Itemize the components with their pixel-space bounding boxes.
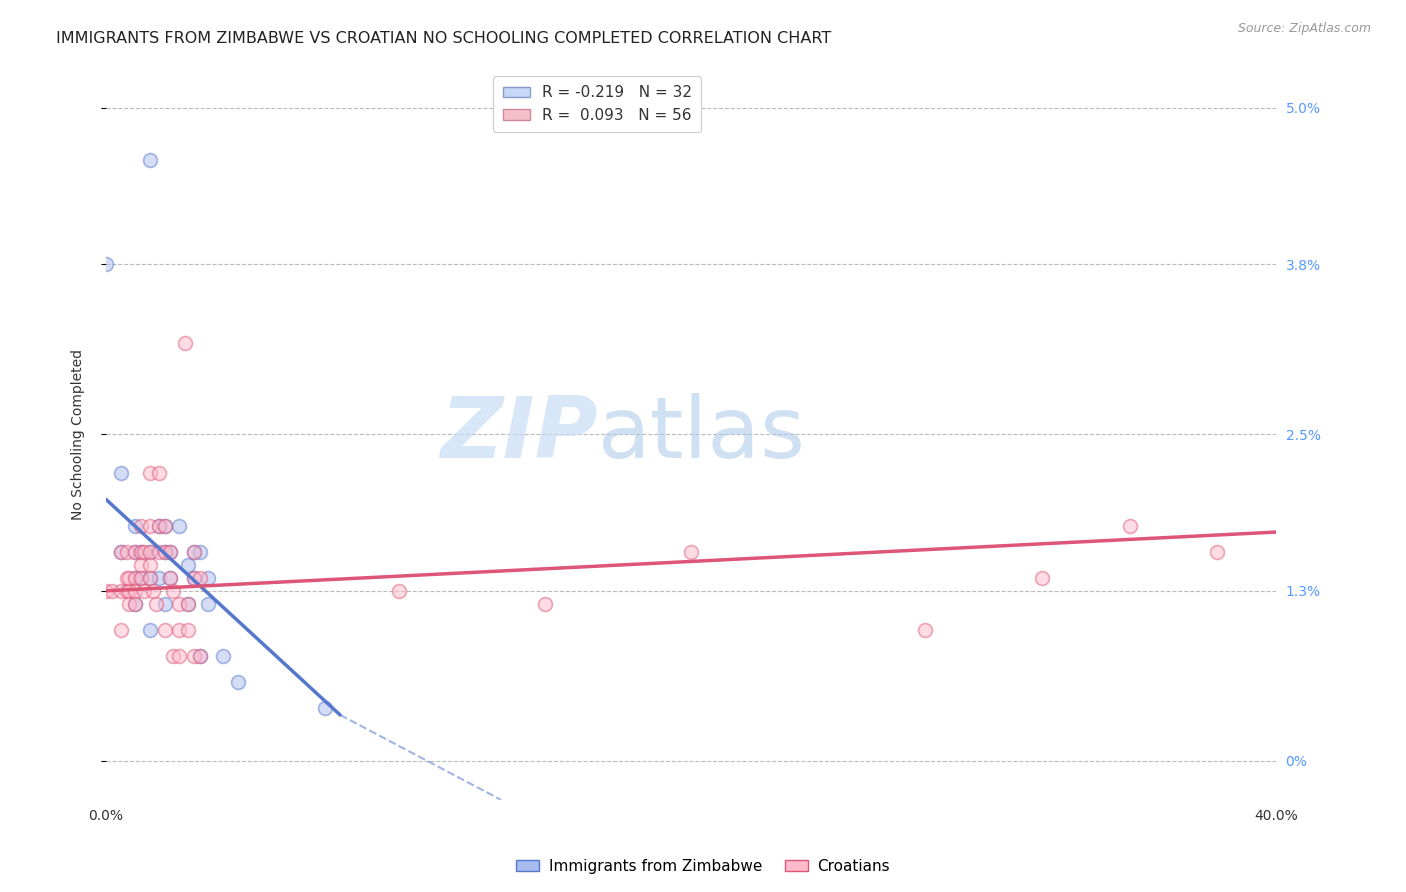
Point [914, 623, 936, 637]
Point [94, 583, 117, 598]
Point [110, 544, 132, 558]
Point [159, 571, 181, 585]
Point [148, 571, 170, 585]
Point [124, 583, 146, 598]
Point [110, 544, 132, 558]
Point [129, 544, 152, 558]
Point [110, 623, 132, 637]
Point [387, 583, 409, 598]
Point [177, 558, 200, 572]
Point [139, 571, 162, 585]
Point [124, 597, 146, 611]
Point [132, 544, 155, 558]
Text: atlas: atlas [598, 392, 806, 475]
Point [153, 518, 176, 533]
Point [188, 571, 211, 585]
Point [124, 544, 146, 558]
Point [162, 649, 184, 664]
Point [101, 583, 124, 598]
Point [159, 544, 181, 558]
Point [145, 597, 167, 611]
Point [148, 518, 170, 533]
Point [139, 518, 162, 533]
Point [124, 571, 146, 585]
Point [139, 153, 162, 167]
Point [115, 571, 138, 585]
Legend: R = -0.219   N = 32, R =  0.093   N = 56: R = -0.219 N = 32, R = 0.093 N = 56 [494, 76, 702, 132]
Text: IMMIGRANTS FROM ZIMBABWE VS CROATIAN NO SCHOOLING COMPLETED CORRELATION CHART: IMMIGRANTS FROM ZIMBABWE VS CROATIAN NO … [56, 31, 831, 46]
Point [533, 597, 555, 611]
Point [226, 675, 249, 690]
Point [177, 597, 200, 611]
Point [167, 623, 190, 637]
Point [118, 597, 141, 611]
Point [110, 583, 132, 598]
Text: Source: ZipAtlas.com: Source: ZipAtlas.com [1237, 22, 1371, 36]
Point [153, 518, 176, 533]
Point [197, 597, 219, 611]
Point [153, 544, 176, 558]
Point [1206, 544, 1229, 558]
Point [115, 544, 138, 558]
Point [129, 558, 152, 572]
Point [139, 558, 162, 572]
Y-axis label: No Schooling Completed: No Schooling Completed [72, 349, 86, 520]
Point [139, 623, 162, 637]
Point [94, 257, 117, 271]
Point [153, 597, 176, 611]
Point [115, 583, 138, 598]
Point [124, 571, 146, 585]
Point [139, 544, 162, 558]
Point [142, 583, 165, 598]
Point [129, 518, 152, 533]
Point [1031, 571, 1053, 585]
Point [139, 544, 162, 558]
Point [132, 583, 155, 598]
Point [124, 518, 146, 533]
Point [110, 467, 132, 481]
Point [159, 571, 181, 585]
Point [124, 597, 146, 611]
Point [1118, 518, 1140, 533]
Point [679, 544, 702, 558]
Point [159, 544, 181, 558]
Point [188, 649, 211, 664]
Legend: Immigrants from Zimbabwe, Croatians: Immigrants from Zimbabwe, Croatians [510, 853, 896, 880]
Point [177, 623, 200, 637]
Point [162, 583, 184, 598]
Point [153, 544, 176, 558]
Point [118, 583, 141, 598]
Point [148, 467, 170, 481]
Point [148, 544, 170, 558]
Point [148, 518, 170, 533]
Point [139, 571, 162, 585]
Point [314, 701, 336, 715]
Point [212, 649, 235, 664]
Point [129, 544, 152, 558]
Point [118, 571, 141, 585]
Point [177, 597, 200, 611]
Point [129, 571, 152, 585]
Point [183, 544, 205, 558]
Point [183, 649, 205, 664]
Point [167, 649, 190, 664]
Point [139, 467, 162, 481]
Point [183, 544, 205, 558]
Point [183, 571, 205, 585]
Point [124, 544, 146, 558]
Point [188, 649, 211, 664]
Point [167, 518, 190, 533]
Point [183, 571, 205, 585]
Point [129, 571, 152, 585]
Text: ZIP: ZIP [440, 392, 598, 475]
Point [153, 623, 176, 637]
Point [174, 335, 197, 350]
Point [167, 597, 190, 611]
Point [188, 544, 211, 558]
Point [197, 571, 219, 585]
